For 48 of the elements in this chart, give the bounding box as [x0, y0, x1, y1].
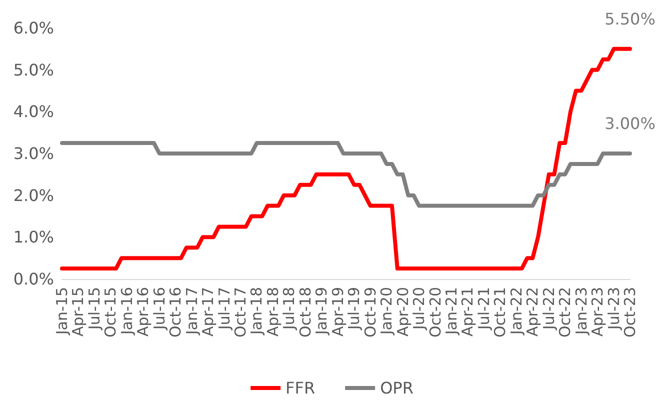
- x-tick-label: Jan-20: [378, 287, 396, 336]
- x-tick-label: Oct-15: [102, 287, 120, 338]
- x-tick-label: Apr-16: [134, 287, 152, 336]
- x-tick-label: Oct-21: [491, 287, 510, 338]
- x-tick-label: Jul-17: [215, 287, 234, 331]
- x-tick-label: Jan-17: [182, 287, 201, 336]
- x-tick-label: Oct-18: [296, 287, 314, 338]
- x-tick-label: Apr-19: [328, 287, 347, 336]
- x-tick-label: Jan-21: [442, 287, 460, 336]
- x-tick-label: Apr-22: [524, 287, 542, 336]
- y-tick-label: 4.0%: [13, 102, 54, 122]
- x-tick-label: Jan-15: [53, 287, 71, 336]
- x-tick-label: Jul-15: [85, 287, 104, 331]
- x-tick-label: Jul-16: [150, 287, 168, 331]
- y-tick-label: 6.0%: [13, 18, 54, 38]
- x-tick-label: Jul-19: [345, 287, 364, 331]
- y-tick-label: 5.0%: [13, 60, 54, 80]
- x-tick-label: Apr-17: [199, 287, 218, 336]
- x-tick-label: Jul-18: [280, 287, 298, 331]
- legend-label: OPR: [380, 378, 414, 398]
- x-tick-label: Oct-17: [232, 287, 250, 338]
- annotation: 5.50%: [604, 9, 656, 28]
- x-tick-label: Oct-19: [361, 287, 380, 338]
- x-tick-label: Oct-20: [426, 287, 444, 338]
- y-tick-label: 0.0%: [13, 270, 54, 288]
- x-tick-label: Jan-19: [312, 287, 331, 336]
- x-tick-label: Jan-22: [507, 287, 526, 336]
- x-tick-label: Jan-23: [572, 287, 590, 336]
- x-tick-label: Oct-23: [621, 287, 639, 338]
- line-series: [60, 141, 632, 208]
- x-tick-label: Apr-21: [458, 287, 477, 336]
- x-tick-label: Apr-18: [264, 287, 282, 336]
- x-tick-label: Jul-21: [474, 287, 493, 331]
- annotation: 3.00%: [604, 114, 656, 133]
- x-tick-label: Oct-16: [166, 287, 185, 338]
- legend-label: FFR: [286, 378, 316, 398]
- x-tick-label: Jan-16: [118, 287, 136, 336]
- x-tick-label: Jul-22: [540, 287, 558, 331]
- x-tick-label: Oct-22: [556, 287, 574, 338]
- y-tick-label: 3.0%: [13, 144, 54, 163]
- x-tick-label: Apr-23: [588, 287, 607, 336]
- x-tick-label: Jul-23: [604, 287, 623, 331]
- y-tick-label: 1.0%: [13, 228, 54, 247]
- x-tick-label: Jan-18: [248, 287, 266, 336]
- x-tick-label: Apr-15: [69, 287, 88, 336]
- x-tick-label: Jul-20: [410, 287, 428, 331]
- y-tick-label: 2.0%: [13, 186, 54, 205]
- x-tick-label: Apr-20: [394, 287, 412, 336]
